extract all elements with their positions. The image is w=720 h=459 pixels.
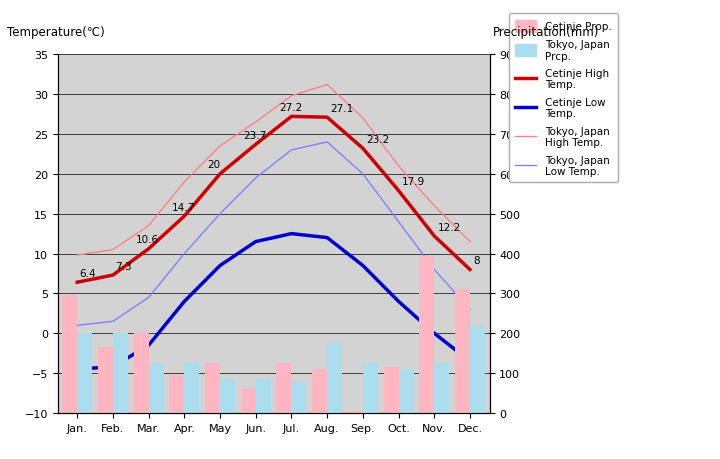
- Text: 27.2: 27.2: [279, 103, 302, 113]
- Bar: [419, 256, 434, 413]
- Bar: [256, 379, 271, 413]
- Text: 23.2: 23.2: [366, 134, 390, 145]
- Text: 27.1: 27.1: [330, 104, 354, 113]
- Bar: [399, 369, 413, 413]
- Bar: [384, 367, 399, 413]
- Text: 10.6: 10.6: [136, 235, 159, 245]
- Bar: [148, 364, 163, 413]
- Bar: [113, 334, 128, 413]
- Text: 8: 8: [474, 256, 480, 265]
- Bar: [98, 347, 113, 413]
- Text: 14.7: 14.7: [172, 202, 195, 212]
- Bar: [77, 334, 92, 413]
- Bar: [169, 375, 184, 413]
- Text: Precipitation(mm): Precipitation(mm): [493, 26, 600, 39]
- Bar: [292, 382, 307, 413]
- Bar: [363, 364, 378, 413]
- Bar: [276, 364, 292, 413]
- Text: 23.7: 23.7: [243, 131, 266, 140]
- Text: 12.2: 12.2: [438, 222, 461, 232]
- Bar: [240, 389, 256, 413]
- Bar: [470, 326, 485, 413]
- Bar: [134, 334, 148, 413]
- Bar: [455, 290, 470, 413]
- Text: 20: 20: [207, 160, 220, 170]
- Bar: [348, 411, 363, 413]
- Bar: [312, 369, 327, 413]
- Text: Temperature(℃): Temperature(℃): [7, 26, 105, 39]
- Bar: [184, 364, 199, 413]
- Text: 17.9: 17.9: [402, 177, 426, 187]
- Bar: [62, 296, 77, 413]
- Bar: [327, 342, 342, 413]
- Text: 6.4: 6.4: [79, 268, 96, 278]
- Bar: [220, 379, 235, 413]
- Bar: [434, 364, 449, 413]
- Text: 7.3: 7.3: [114, 261, 131, 271]
- Bar: [205, 364, 220, 413]
- Legend: Cetinje Prop., Tokyo, Japan
Prcp., Cetinje High
Temp., Cetinje Low
Temp., Tokyo,: Cetinje Prop., Tokyo, Japan Prcp., Cetin…: [509, 14, 618, 183]
